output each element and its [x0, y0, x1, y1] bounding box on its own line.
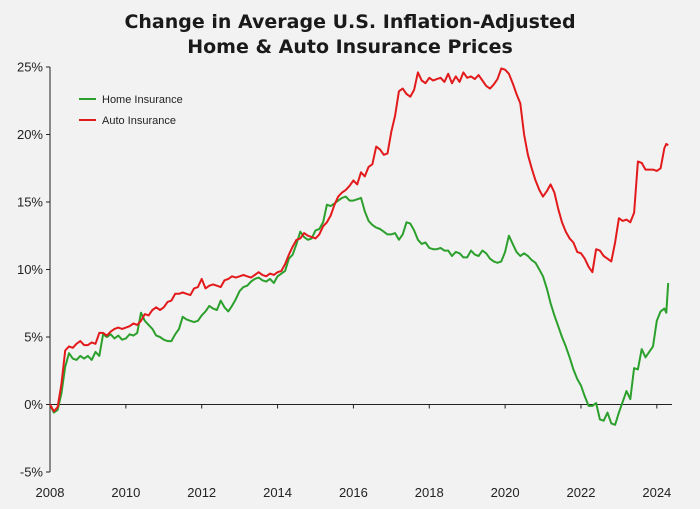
- series-line-auto-insurance: [49, 67, 669, 413]
- chart-title-line-1: Change in Average U.S. Inflation-Adjuste…: [124, 11, 575, 33]
- x-tick-label: 2012: [187, 485, 216, 500]
- x-tick-label: 2010: [111, 485, 140, 500]
- y-tick-label: 20%: [17, 127, 43, 142]
- y-tick-label: 0%: [24, 397, 43, 412]
- x-tick-label: 2020: [491, 485, 520, 500]
- series-group: [49, 67, 670, 426]
- y-tick-label: 25%: [17, 60, 43, 75]
- legend-label: Home Insurance: [102, 94, 183, 106]
- x-tick-label: 2018: [415, 485, 444, 500]
- x-tick-label: 2024: [642, 485, 671, 500]
- y-tick-label: 10%: [17, 262, 43, 277]
- x-tick-label: 2014: [263, 485, 292, 500]
- legend: Home Insurance Auto Insurance: [79, 94, 183, 127]
- chart-title-line-2: Home & Auto Insurance Prices: [187, 36, 513, 58]
- legend-label: Auto Insurance: [102, 115, 176, 127]
- x-tick-label: 2016: [339, 485, 368, 500]
- x-tick-label: 2008: [36, 485, 65, 500]
- y-tick-label: 5%: [24, 330, 43, 345]
- axes-group: -5% 0% 5% 10% 15% 20% 25% 2008 2010 2012 2014 2016 2…: [17, 60, 672, 500]
- y-tick-label: 15%: [17, 195, 43, 210]
- x-tick-label: 2022: [567, 485, 596, 500]
- series-line-home-insurance: [49, 195, 670, 426]
- y-tick-label: -5%: [20, 465, 44, 480]
